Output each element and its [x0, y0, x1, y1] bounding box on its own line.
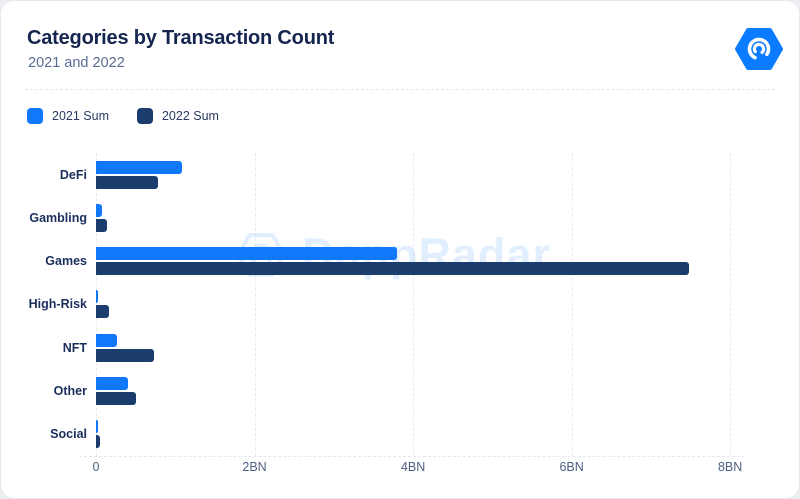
bar-2022-sum-social[interactable] — [96, 435, 100, 449]
category-axis: DeFi Gambling Games High-Risk NFT Other Social — [1, 153, 87, 456]
plot-area: DappRadar — [96, 153, 746, 456]
bar-2022-sum-defi[interactable] — [96, 175, 158, 189]
category-label-gambling: Gambling — [29, 210, 87, 225]
bar-2022-sum-nft[interactable] — [96, 348, 154, 362]
category-band-high-risk — [96, 283, 746, 326]
legend: 2021 Sum 2022 Sum — [27, 108, 219, 124]
legend-label: 2021 Sum — [52, 109, 109, 123]
bar-2021-sum-gambling[interactable] — [96, 203, 103, 217]
bar-2022-sum-gambling[interactable] — [96, 218, 108, 232]
legend-swatch-icon — [27, 108, 43, 124]
bar-2022-sum-high-risk[interactable] — [96, 305, 110, 319]
bar-2021-sum-games[interactable] — [96, 247, 398, 261]
x-tick-label-8BN: 8BN — [717, 460, 743, 474]
x-tick-label-0: 0 — [92, 460, 100, 474]
bar-2021-sum-high-risk[interactable] — [96, 290, 98, 304]
gridline-0 — [96, 153, 97, 456]
x-axis-line — [79, 456, 745, 457]
x-tick-label-4BN: 4BN — [400, 460, 426, 474]
bar-2021-sum-defi[interactable] — [96, 160, 183, 174]
legend-item-2021-sum[interactable]: 2021 Sum — [27, 108, 109, 124]
category-band-games — [96, 240, 746, 283]
bar-2021-sum-social[interactable] — [96, 420, 98, 434]
category-label-games: Games — [45, 254, 87, 269]
dappradar-logo-icon — [735, 28, 783, 70]
category-band-social — [96, 413, 746, 456]
category-label-nft: NFT — [62, 340, 87, 355]
gridline-2BN — [254, 153, 256, 456]
category-band-other — [96, 369, 746, 412]
category-band-nft — [96, 326, 746, 369]
category-band-defi — [96, 153, 746, 196]
gridline-8BN — [730, 153, 732, 456]
category-label-other: Other — [53, 384, 87, 399]
category-label-social: Social — [50, 427, 87, 442]
x-axis-ticks: 0 2BN 4BN 6BN 8BN — [92, 460, 746, 476]
category-band-gambling — [96, 196, 746, 239]
bar-2022-sum-other[interactable] — [96, 392, 137, 406]
bar-rows — [96, 153, 746, 456]
category-label-high-risk: High-Risk — [28, 297, 87, 312]
bar-2021-sum-other[interactable] — [96, 377, 128, 391]
page-subtitle: 2021 and 2022 — [28, 55, 125, 71]
bar-2021-sum-nft[interactable] — [96, 333, 118, 347]
legend-swatch-icon — [136, 108, 153, 124]
x-tick-label-6BN: 6BN — [559, 460, 584, 474]
legend-item-2022-sum[interactable]: 2022 Sum — [136, 108, 219, 124]
gridline-6BN — [571, 153, 573, 456]
page-title: Categories by Transaction Count — [27, 27, 335, 49]
gridline-4BN — [413, 153, 415, 456]
x-tick-label-2BN: 2BN — [242, 460, 267, 474]
legend-label: 2022 Sum — [161, 109, 219, 123]
header-divider — [25, 89, 775, 90]
gridlines — [96, 153, 746, 456]
bar-2022-sum-games[interactable] — [96, 262, 689, 276]
category-label-defi: DeFi — [59, 167, 87, 182]
